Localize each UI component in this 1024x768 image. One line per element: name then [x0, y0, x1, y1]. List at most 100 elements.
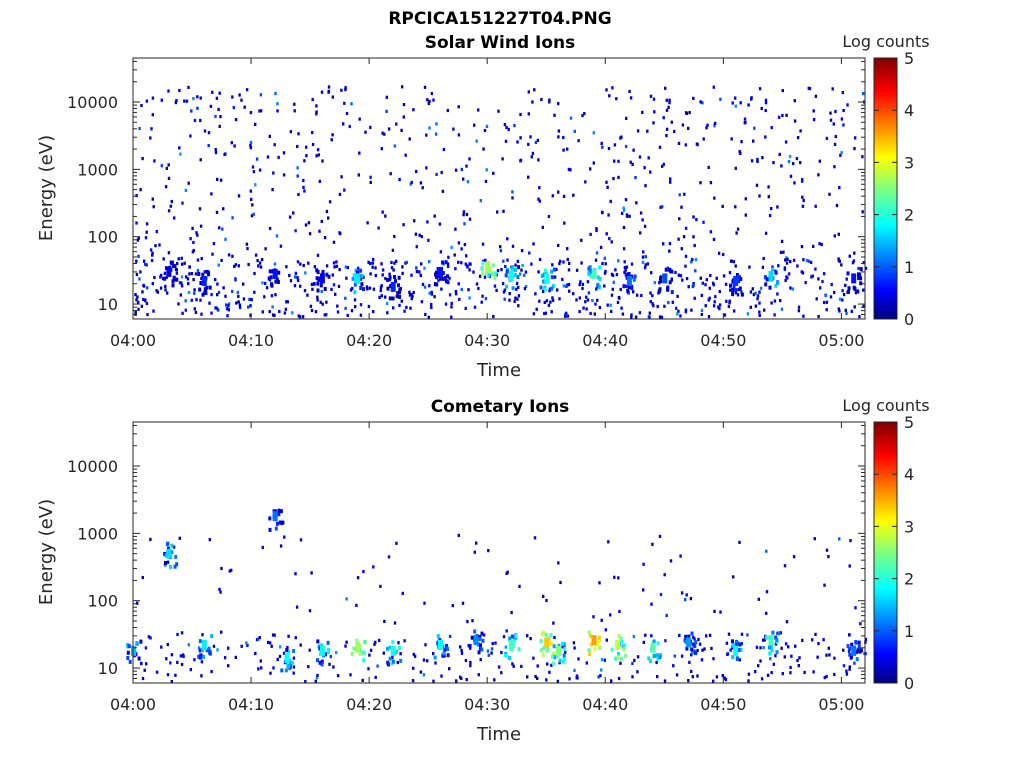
- count-pixel: [623, 270, 626, 275]
- count-pixel: [368, 286, 372, 290]
- count-pixel: [746, 633, 749, 637]
- count-pixel: [797, 664, 800, 668]
- count-pixel: [682, 235, 686, 239]
- count-pixel: [336, 674, 340, 678]
- count-pixel: [603, 271, 607, 275]
- count-pixel: [304, 223, 308, 227]
- count-pixel: [765, 635, 769, 640]
- count-pixel: [399, 652, 402, 656]
- count-pixel: [789, 174, 793, 178]
- count-pixel: [834, 134, 837, 139]
- count-pixel: [228, 569, 231, 573]
- count-pixel: [709, 181, 713, 185]
- count-pixel: [460, 261, 463, 265]
- count-pixel: [199, 281, 203, 285]
- count-pixel: [764, 275, 767, 280]
- count-pixel: [552, 651, 556, 656]
- count-pixel: [542, 594, 545, 598]
- count-pixel: [862, 261, 865, 265]
- count-pixel: [256, 259, 259, 263]
- count-pixel: [379, 289, 382, 293]
- count-pixel: [523, 287, 527, 291]
- count-pixel: [208, 651, 212, 656]
- count-pixel: [305, 154, 308, 158]
- count-pixel: [816, 655, 819, 659]
- count-pixel: [480, 631, 484, 636]
- count-pixel: [230, 141, 233, 145]
- x-tick-label: 04:10: [228, 331, 274, 350]
- count-pixel: [234, 263, 237, 267]
- count-pixel: [520, 664, 523, 668]
- count-pixel: [303, 189, 306, 193]
- count-pixel: [864, 266, 868, 270]
- count-pixel: [180, 262, 184, 266]
- count-pixel: [543, 287, 547, 292]
- count-pixel: [652, 121, 655, 125]
- count-pixel: [320, 219, 323, 223]
- count-pixel: [764, 101, 768, 105]
- count-pixel: [400, 299, 403, 303]
- count-pixel: [398, 290, 401, 295]
- count-pixel: [648, 311, 651, 315]
- count-pixel: [647, 656, 651, 661]
- count-pixel: [166, 642, 169, 647]
- count-pixel: [287, 649, 291, 654]
- count-pixel: [848, 254, 851, 258]
- count-pixel: [825, 548, 829, 552]
- count-pixel: [421, 282, 425, 286]
- count-pixel: [507, 127, 510, 132]
- count-pixel: [846, 103, 849, 107]
- count-pixel: [169, 260, 173, 265]
- count-pixel: [515, 287, 518, 291]
- count-pixel: [331, 273, 334, 277]
- count-pixel: [712, 304, 716, 308]
- count-pixel: [581, 114, 584, 118]
- count-pixel: [764, 231, 768, 235]
- count-pixel: [663, 304, 666, 308]
- count-pixel: [319, 300, 322, 304]
- count-pixel: [644, 255, 647, 259]
- count-pixel: [777, 631, 781, 636]
- count-pixel: [862, 304, 865, 308]
- count-pixel: [151, 113, 154, 117]
- count-pixel: [207, 144, 210, 148]
- count-pixel: [853, 147, 856, 151]
- count-pixel: [367, 304, 371, 309]
- count-pixel: [351, 286, 354, 291]
- count-pixel: [568, 289, 571, 293]
- count-pixel: [170, 199, 173, 204]
- count-pixel: [529, 637, 532, 641]
- count-pixel: [315, 676, 319, 680]
- count-pixel: [381, 210, 384, 214]
- count-pixel: [520, 268, 523, 272]
- count-pixel: [499, 249, 503, 253]
- count-pixel: [428, 284, 431, 288]
- count-pixel: [350, 652, 354, 656]
- count-pixel: [428, 260, 431, 264]
- count-pixel: [234, 655, 237, 659]
- count-pixel: [155, 230, 158, 234]
- count-pixel: [275, 521, 279, 526]
- count-pixel: [752, 293, 756, 297]
- count-pixel: [659, 276, 662, 281]
- count-pixel: [166, 560, 170, 564]
- count-pixel: [142, 283, 145, 287]
- count-pixel: [611, 273, 615, 277]
- count-pixel: [829, 111, 832, 115]
- count-pixel: [249, 189, 252, 193]
- count-pixel: [644, 184, 647, 188]
- count-pixel: [660, 315, 664, 319]
- count-pixel: [587, 648, 591, 653]
- count-pixel: [514, 296, 517, 300]
- count-pixel: [775, 638, 779, 642]
- count-pixel: [420, 300, 424, 304]
- count-pixel: [625, 265, 629, 269]
- count-pixel: [400, 128, 403, 132]
- count-pixel: [818, 159, 821, 163]
- count-pixel: [361, 678, 364, 682]
- count-pixel: [190, 272, 194, 276]
- count-pixel: [734, 264, 737, 268]
- count-pixel: [388, 272, 391, 276]
- count-pixel: [325, 209, 329, 214]
- count-pixel: [194, 272, 198, 276]
